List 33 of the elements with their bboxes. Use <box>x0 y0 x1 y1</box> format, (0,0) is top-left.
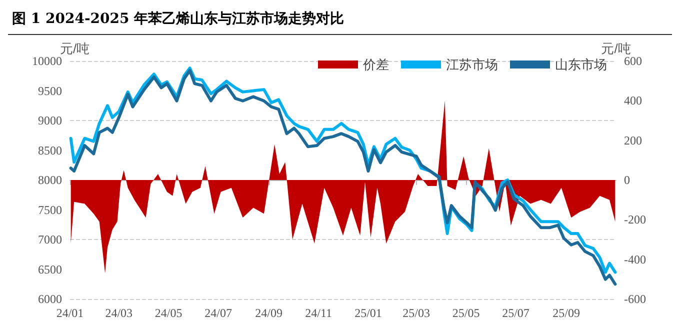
legend-label: 江苏市场 <box>446 57 498 72</box>
legend-label: 价差 <box>362 57 389 72</box>
x-tick-label: 25/03 <box>402 306 430 320</box>
y-tick-label: 10000 <box>32 54 62 68</box>
y-tick-label: 6500 <box>38 262 62 276</box>
chart-title: 图 1 2024-2025 年苯乙烯山东与江苏市场走势对比 <box>8 8 672 35</box>
x-tick-label: 25/09 <box>552 306 580 320</box>
y2-axis-title: 元/吨 <box>601 41 631 56</box>
x-tick-label: 24/01 <box>56 306 84 320</box>
x-tick-label: 25/01 <box>354 306 382 320</box>
legend-label: 山东市场 <box>555 57 607 72</box>
y-tick-label: 7000 <box>38 232 62 246</box>
x-tick-label: 24/09 <box>255 306 283 320</box>
y2-tick-label: 400 <box>624 94 642 108</box>
y-tick-label: 6000 <box>38 292 62 306</box>
y2-tick-label: 200 <box>624 133 642 148</box>
x-tick-label: 25/07 <box>502 306 530 320</box>
y-tick-label: 9500 <box>38 84 62 98</box>
y2-tick-label: -600 <box>624 292 646 306</box>
x-tick-label: 24/03 <box>105 306 133 320</box>
y2-tick-label: -200 <box>624 212 646 227</box>
y2-tick-label: 600 <box>624 54 642 68</box>
x-tick-label: 25/05 <box>452 306 480 320</box>
y2-tick-label: -400 <box>624 252 646 266</box>
y-axis-title: 元/吨 <box>60 41 90 56</box>
x-tick-label: 24/11 <box>305 306 332 320</box>
y-tick-label: 7500 <box>38 202 62 217</box>
x-tick-label: 24/07 <box>204 306 232 320</box>
y-tick-label: 8000 <box>38 173 62 187</box>
y-tick-label: 8500 <box>38 143 62 158</box>
y2-tick-label: 0 <box>624 173 630 187</box>
y-tick-label: 9000 <box>38 114 62 128</box>
x-tick-label: 24/05 <box>154 306 182 320</box>
